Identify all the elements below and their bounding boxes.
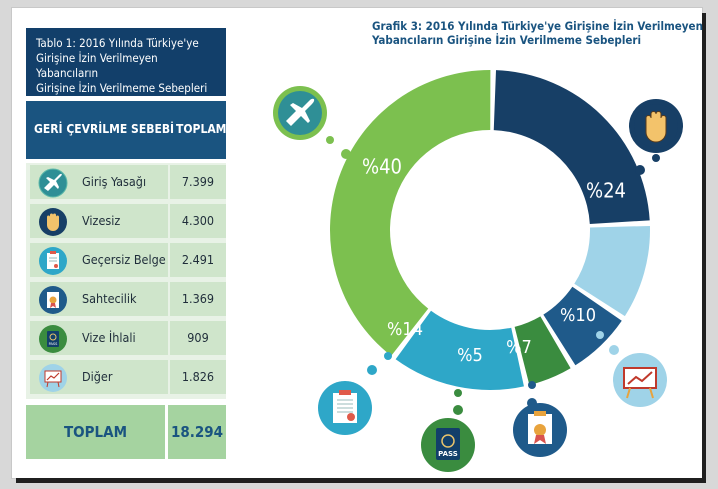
hand-stop-icon xyxy=(39,208,67,236)
slice-label: %14 xyxy=(387,319,423,340)
invalid-document-icon xyxy=(318,381,372,435)
total-value: 18.294 xyxy=(168,405,226,459)
passport-icon: PASS xyxy=(39,325,67,353)
slice-label: %7 xyxy=(506,337,532,358)
row-label: Giriş Yasağı xyxy=(82,174,147,189)
donut-slice-giriş-yasağı xyxy=(330,69,491,356)
slice-label: %10 xyxy=(560,305,596,326)
row-label-cell: Giriş Yasağı xyxy=(30,165,168,199)
chart-title-line: Yabancıların Girişine İzin Verilmeme Seb… xyxy=(372,33,642,47)
table-body: Giriş Yasağı 7.399 Vizesiz Seyahat 4.300… xyxy=(26,163,226,399)
chart-title: Grafik 3: 2016 Yılında Türkiye'ye Girişi… xyxy=(372,19,703,47)
donut-slice-diğer xyxy=(574,225,650,317)
certificate-icon xyxy=(513,403,567,457)
passport-text: PASS xyxy=(438,450,458,458)
passport-text: PASS xyxy=(49,342,59,346)
row-label-cell: Diğer xyxy=(30,360,168,394)
row-value: 2.491 xyxy=(170,243,226,277)
invalid-document-icon xyxy=(39,247,67,275)
table-row: Giriş Yasağı 7.399 xyxy=(26,163,226,199)
row-label: Vize İhlali xyxy=(82,330,136,345)
row-label: Geçersiz Belge xyxy=(82,252,166,267)
table-title-line: Tablo 1: 2016 Yılında Türkiye'ye xyxy=(36,36,199,50)
table-row: Geçersiz Belge 2.491 xyxy=(26,241,226,277)
connector-dot xyxy=(609,345,619,355)
row-value: 1.369 xyxy=(170,282,226,316)
passport-icon: PASS xyxy=(421,418,475,472)
certificate-icon xyxy=(39,286,67,314)
table-total-row: TOPLAM 18.294 xyxy=(26,405,226,459)
connector-dot xyxy=(635,165,645,175)
connector-dot xyxy=(384,352,392,360)
total-label: TOPLAM xyxy=(26,405,165,459)
donut-slice-sahtecilik xyxy=(543,286,622,366)
slice-label: %5 xyxy=(457,345,483,366)
row-label-cell: Geçersiz Belge xyxy=(30,243,168,277)
presentation-chart-icon xyxy=(613,353,667,407)
column-header-total: TOPLAM xyxy=(176,122,227,136)
presentation-chart-icon xyxy=(39,364,67,392)
row-value: 4.300 xyxy=(170,204,226,238)
table-row: Sahtecilik 1.369 xyxy=(26,280,226,316)
donut-slice-vizesiz-seyahat xyxy=(493,70,650,224)
airplane-globe-icon xyxy=(273,86,327,140)
connector-dot xyxy=(367,365,377,375)
connector-dot xyxy=(454,389,462,397)
connector-dot xyxy=(326,136,334,144)
row-value: 909 xyxy=(170,321,226,355)
row-label-cell: PASS Vize İhlali xyxy=(30,321,168,355)
slice-label: %40 xyxy=(362,155,402,179)
airplane-globe-icon xyxy=(38,168,68,198)
connector-dot xyxy=(341,149,351,159)
connector-dot xyxy=(453,405,463,415)
table-row: Diğer 1.826 xyxy=(26,358,226,394)
hand-stop-icon xyxy=(629,99,683,153)
table-title-line: Girişine İzin Verilmeme Sebepleri xyxy=(36,81,208,95)
connector-dot xyxy=(596,331,604,339)
row-label: Diğer xyxy=(82,369,113,384)
table-header: GERİ ÇEVRİLME SEBEBİ TOPLAM xyxy=(26,101,226,159)
donut-slice-vize-i̇hlali xyxy=(514,316,571,386)
table-title-line: Girişine İzin Verilmeyen Yabancıların xyxy=(36,51,158,80)
connector-dot xyxy=(652,154,660,162)
connector-dot xyxy=(528,381,536,389)
row-label-cell: Sahtecilik xyxy=(30,282,168,316)
row-value: 1.826 xyxy=(170,360,226,394)
row-value: 7.399 xyxy=(170,165,226,199)
column-header-reason: GERİ ÇEVRİLME SEBEBİ xyxy=(34,122,175,136)
table-row: PASS Vize İhlali 909 xyxy=(26,319,226,355)
row-label: Sahtecilik xyxy=(82,291,137,306)
table-title: Tablo 1: 2016 Yılında Türkiye'ye Girişin… xyxy=(26,28,226,96)
slice-label: %24 xyxy=(586,179,626,203)
donut-slice-geçersiz-belge xyxy=(395,310,524,390)
chart-title-line: Grafik 3: 2016 Yılında Türkiye'ye Girişi… xyxy=(372,19,703,33)
